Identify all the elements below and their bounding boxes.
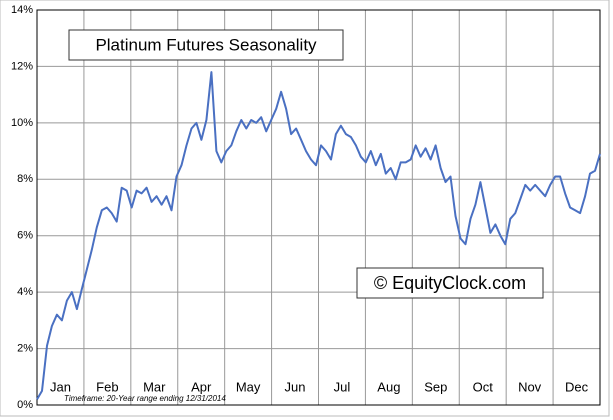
y-tick-label: 14%	[11, 4, 33, 16]
y-tick-label: 12%	[11, 60, 33, 72]
title-box	[68, 29, 344, 61]
x-tick-label: Aug	[377, 379, 400, 394]
footnote: Timeframe: 20-Year range ending 12/31/20…	[64, 394, 226, 403]
x-tick-label: Sep	[424, 379, 447, 394]
x-tick-label: Apr	[191, 379, 212, 394]
x-tick-label: Jan	[50, 379, 71, 394]
chart-title: Platinum Futures Seasonality	[95, 35, 317, 54]
y-tick-label: 10%	[11, 117, 33, 129]
x-tick-label: Oct	[473, 379, 494, 394]
y-tick-label: 6%	[17, 230, 33, 242]
x-tick-label: May	[236, 379, 261, 394]
plot-border	[36, 9, 601, 406]
y-tick-label: 2%	[17, 342, 33, 354]
x-tick-label: Feb	[96, 379, 118, 394]
y-tick-label: 4%	[17, 286, 33, 298]
y-tick-label: 0%	[17, 399, 33, 411]
x-tick-label: Nov	[518, 379, 542, 394]
y-tick-label: 8%	[17, 173, 33, 185]
x-tick-label: Jun	[285, 379, 306, 394]
x-tick-label: Jul	[334, 379, 351, 394]
line-series	[36, 71, 601, 400]
x-tick-label: Mar	[143, 379, 166, 394]
x-tick-label: Dec	[565, 379, 589, 394]
watermark: © EquityClock.com	[374, 273, 526, 293]
watermark-box	[356, 267, 544, 299]
